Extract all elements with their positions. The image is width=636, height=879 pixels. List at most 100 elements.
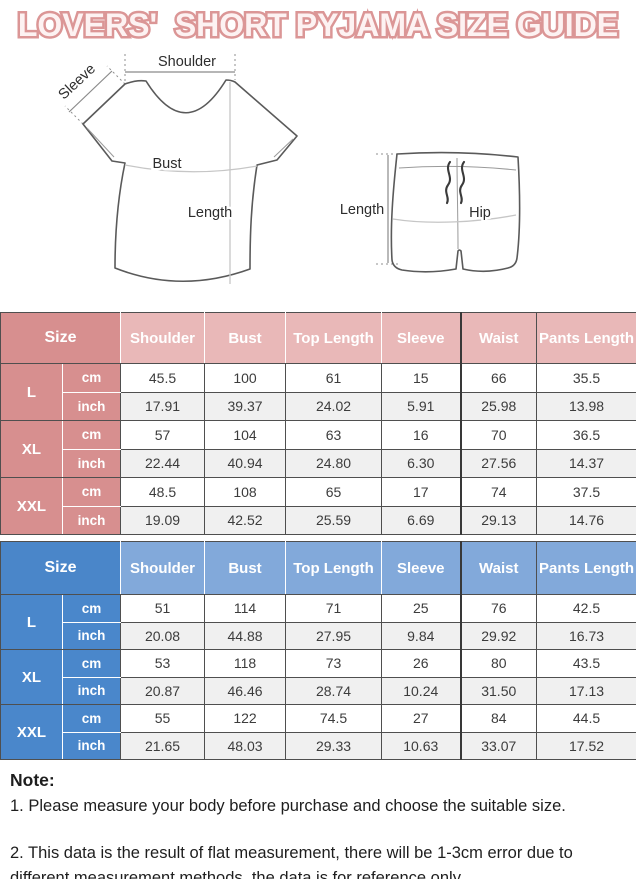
col-header-bust: Bust <box>204 541 287 595</box>
value-cell: 74 <box>459 477 538 507</box>
value-cell: 45.5 <box>120 363 206 393</box>
drawstring-left <box>445 160 452 205</box>
value-cell: 104 <box>204 420 287 450</box>
value-cell: 57 <box>120 420 206 450</box>
table-row: XXL cm 48.5 108 65 17 74 37.5 <box>0 477 636 535</box>
value-cell: 44.88 <box>204 621 287 650</box>
value-cell: 43.5 <box>536 649 636 678</box>
value-cell: 29.13 <box>459 505 538 535</box>
value-cell: 24.80 <box>285 448 383 478</box>
value-cell: 10.24 <box>381 676 462 705</box>
value-cell: 84 <box>459 704 538 733</box>
value-cell: 20.87 <box>120 676 206 705</box>
value-cell: 100 <box>204 363 287 393</box>
sleeve-guide-bottom <box>64 105 84 125</box>
sleeve-measure-line <box>68 70 113 113</box>
table-row: inch 20.87 46.46 28.74 10.24 31.50 17.13 <box>1 676 636 705</box>
shorts-diagram-icon: Length Hip <box>340 151 521 273</box>
note-line-1: 1. Please measure your body before purch… <box>10 797 566 815</box>
unit-cell: cm <box>61 420 122 450</box>
col-header-waist: Waist <box>459 541 538 595</box>
bust-line <box>124 164 258 173</box>
sleeve-label: Sleeve <box>56 61 99 103</box>
value-cell: 29.92 <box>459 621 538 650</box>
value-cell: 61 <box>285 363 383 393</box>
value-cell: 122 <box>204 704 287 733</box>
value-cell: 70 <box>459 420 538 450</box>
value-cell: 25.59 <box>285 505 383 535</box>
value-cell: 108 <box>204 477 287 507</box>
col-header-sleeve: Sleeve <box>381 541 462 595</box>
value-cell: 24.02 <box>285 391 383 421</box>
unit-cell: inch <box>61 621 122 650</box>
col-header-bust: Bust <box>204 312 287 364</box>
value-cell: 21.65 <box>120 731 206 760</box>
unit-cell: inch <box>61 505 122 535</box>
value-cell: 39.37 <box>204 391 287 421</box>
note-heading: Note: <box>10 770 55 790</box>
value-cell: 29.33 <box>285 731 383 760</box>
unit-cell: cm <box>61 363 122 393</box>
tshirt-outline <box>82 79 298 283</box>
value-cell: 17.91 <box>120 391 206 421</box>
size-cell: XL <box>0 420 63 478</box>
left-cuff-seam <box>86 127 115 158</box>
table-row: inch 21.65 48.03 29.33 10.63 33.07 17.52 <box>1 731 636 760</box>
center-seam <box>456 157 459 250</box>
value-cell: 114 <box>204 594 287 623</box>
value-cell: 27 <box>381 704 462 733</box>
table-row: XL cm 53 118 73 26 80 43.5 <box>0 649 636 705</box>
value-cell: 44.5 <box>536 704 636 733</box>
col-header-top-length: Top Length <box>285 541 383 595</box>
value-cell: 35.5 <box>536 363 636 393</box>
unit-cell: cm <box>61 649 122 678</box>
size-table-pink: Size Shoulder Bust Top Length Sleeve Wai… <box>0 312 636 535</box>
col-header-shoulder: Shoulder <box>120 541 206 595</box>
col-header-waist: Waist <box>459 312 538 364</box>
hip-label: Hip <box>469 205 491 221</box>
bust-label: Bust <box>152 156 181 172</box>
size-cell: L <box>0 594 63 650</box>
col-header-pants-length: Pants Length <box>536 541 636 595</box>
value-cell: 17 <box>381 477 462 507</box>
value-cell: 42.52 <box>204 505 287 535</box>
waistband-line <box>398 165 517 171</box>
table-row: L cm 45.5 100 61 15 66 35.5 <box>0 363 636 421</box>
unit-cell: cm <box>61 704 122 733</box>
value-cell: 55 <box>120 704 206 733</box>
note-line-2: 2. This data is the result of flat measu… <box>10 843 573 879</box>
table-row: inch 20.08 44.88 27.95 9.84 29.92 16.73 <box>1 621 636 650</box>
col-header-shoulder: Shoulder <box>120 312 206 364</box>
size-cell: L <box>0 363 63 421</box>
right-cuff-seam <box>273 138 294 158</box>
value-cell: 17.13 <box>536 676 636 705</box>
value-cell: 16.73 <box>536 621 636 650</box>
unit-cell: inch <box>61 676 122 705</box>
size-cell: XXL <box>0 704 63 760</box>
value-cell: 66 <box>459 363 538 393</box>
tshirt-diagram-icon: Shoulder Sleeve Bust Length <box>56 54 298 284</box>
value-cell: 63 <box>285 420 383 450</box>
value-cell: 48.03 <box>204 731 287 760</box>
value-cell: 71 <box>285 594 383 623</box>
shoulder-label: Shoulder <box>158 54 216 70</box>
value-cell: 48.5 <box>120 477 206 507</box>
value-cell: 42.5 <box>536 594 636 623</box>
value-cell: 46.46 <box>204 676 287 705</box>
value-cell: 65 <box>285 477 383 507</box>
table-row: XXL cm 55 122 74.5 27 84 44.5 <box>0 704 636 760</box>
value-cell: 27.95 <box>285 621 383 650</box>
value-cell: 14.76 <box>536 505 636 535</box>
value-cell: 14.37 <box>536 448 636 478</box>
value-cell: 6.30 <box>381 448 462 478</box>
value-cell: 26 <box>381 649 462 678</box>
value-cell: 51 <box>120 594 206 623</box>
value-cell: 73 <box>285 649 383 678</box>
value-cell: 6.69 <box>381 505 462 535</box>
value-cell: 22.44 <box>120 448 206 478</box>
table-header-row: Size Shoulder Bust Top Length Sleeve Wai… <box>0 312 636 364</box>
value-cell: 80 <box>459 649 538 678</box>
size-cell: XXL <box>0 477 63 535</box>
shorts-length-label: Length <box>340 202 384 218</box>
sleeve-guide-top <box>106 65 126 85</box>
